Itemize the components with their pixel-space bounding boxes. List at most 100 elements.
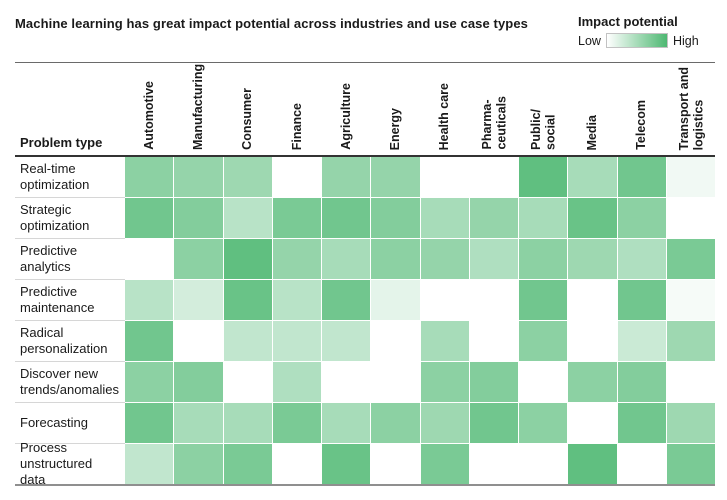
row-cells — [125, 157, 715, 197]
heatmap-row: Real-time optimization — [15, 157, 715, 197]
heatmap-cell — [272, 280, 321, 320]
column-header: Media — [568, 63, 616, 155]
heatmap-cell — [125, 157, 174, 197]
heatmap-cell — [568, 157, 617, 197]
heatmap-cell — [322, 444, 371, 484]
row-label: Strategic optimization — [15, 198, 125, 238]
heatmap-cell — [272, 239, 321, 279]
row-cells — [125, 403, 715, 443]
heatmap-cell — [322, 157, 371, 197]
column-header-label: Agriculture — [338, 83, 353, 150]
heatmap-cell — [223, 239, 272, 279]
problem-type-label: Problem type — [20, 135, 103, 150]
heatmap-cell — [519, 157, 568, 197]
heatmap-cell — [568, 198, 617, 238]
heatmap-cell — [666, 157, 715, 197]
heatmap-row: Process unstructured data — [15, 440, 715, 487]
column-header-label: Consumer — [240, 88, 255, 150]
heatmap-cell — [469, 362, 518, 402]
column-header: Agriculture — [322, 63, 370, 155]
row-cells — [125, 362, 715, 402]
column-header: Public/ social — [519, 63, 567, 155]
row-cells — [125, 321, 715, 361]
heatmap-cell — [666, 239, 715, 279]
column-header: Telecom — [618, 63, 666, 155]
heatmap-cell — [617, 444, 666, 484]
heatmap-cell — [469, 321, 518, 361]
column-header-label: Transport and logistics — [676, 66, 705, 150]
column-header-label: Public/ social — [528, 109, 558, 150]
heatmap-cell — [272, 321, 321, 361]
heatmap-cell — [420, 198, 469, 238]
column-header-label: Manufacturing — [191, 63, 206, 150]
heatmap-cell — [666, 444, 715, 484]
heatmap-cell — [469, 403, 518, 443]
heatmap-row: Forecasting — [15, 403, 715, 443]
heatmap-body: Real-time optimization Strategic optimiza… — [15, 157, 715, 487]
legend-gradient-bar — [605, 33, 668, 48]
row-label: Discover new trends/anomalies — [15, 362, 125, 402]
row-label: Process unstructured data — [15, 440, 125, 487]
heatmap-cell — [519, 239, 568, 279]
heatmap-cell — [272, 198, 321, 238]
column-header-label: Telecom — [634, 100, 649, 150]
heatmap-cell — [174, 403, 223, 443]
heatmap-cell — [322, 198, 371, 238]
heatmap-cell — [371, 321, 420, 361]
heatmap-cell — [420, 321, 469, 361]
heatmap-cell — [223, 444, 272, 484]
heatmap-cell — [420, 280, 469, 320]
row-cells — [125, 239, 715, 279]
heatmap-cell — [125, 321, 174, 361]
column-header: Energy — [371, 63, 419, 155]
heatmap-cell — [125, 280, 174, 320]
column-header: Consumer — [224, 63, 272, 155]
row-label: Radical personalization — [15, 321, 125, 361]
heatmap-cell — [420, 403, 469, 443]
heatmap-cell — [371, 198, 420, 238]
heatmap-cell — [174, 321, 223, 361]
column-header: Automotive — [125, 63, 173, 155]
heatmap-cell — [223, 362, 272, 402]
heatmap-cell — [666, 280, 715, 320]
heatmap-cell — [322, 239, 371, 279]
heatmap-cell — [272, 362, 321, 402]
heatmap-cell — [125, 239, 174, 279]
heatmap-row: Radical personalization — [15, 321, 715, 361]
heatmap-cell — [125, 444, 174, 484]
heatmap-cell — [617, 403, 666, 443]
heatmap-cell — [174, 239, 223, 279]
header-bar: Machine learning has great impact potent… — [15, 10, 715, 48]
heatmap-cell — [617, 198, 666, 238]
column-header-label: Health care — [437, 82, 452, 150]
heatmap-cell — [617, 239, 666, 279]
heatmap-cell — [322, 362, 371, 402]
column-header-label: Automotive — [141, 81, 156, 150]
heatmap-cell — [617, 362, 666, 402]
row-label: Predictive analytics — [15, 239, 125, 279]
heatmap-cell — [174, 362, 223, 402]
heatmap-cell — [519, 403, 568, 443]
heatmap-table: Problem type Automotive Manufacturing Cons… — [15, 62, 715, 487]
heatmap-cell — [519, 321, 568, 361]
heatmap-cell — [223, 403, 272, 443]
heatmap-cell — [371, 444, 420, 484]
heatmap-cell — [469, 280, 518, 320]
column-header: Finance — [273, 63, 321, 155]
heatmap-cell — [223, 321, 272, 361]
heatmap-cell — [617, 280, 666, 320]
heatmap-cell — [617, 321, 666, 361]
heatmap-cell — [568, 403, 617, 443]
heatmap-cell — [420, 444, 469, 484]
impact-legend: Impact potential Low High — [578, 10, 715, 48]
heatmap-cell — [568, 444, 617, 484]
heatmap-cell — [568, 321, 617, 361]
column-header: Health care — [421, 63, 469, 155]
page-title: Machine learning has great impact potent… — [15, 16, 528, 31]
heatmap-cell — [322, 280, 371, 320]
row-cells — [125, 280, 715, 320]
heatmap-cell — [223, 280, 272, 320]
legend-title: Impact potential — [578, 14, 678, 29]
heatmap-row: Discover new trends/anomalies — [15, 362, 715, 402]
heatmap-cell — [371, 403, 420, 443]
